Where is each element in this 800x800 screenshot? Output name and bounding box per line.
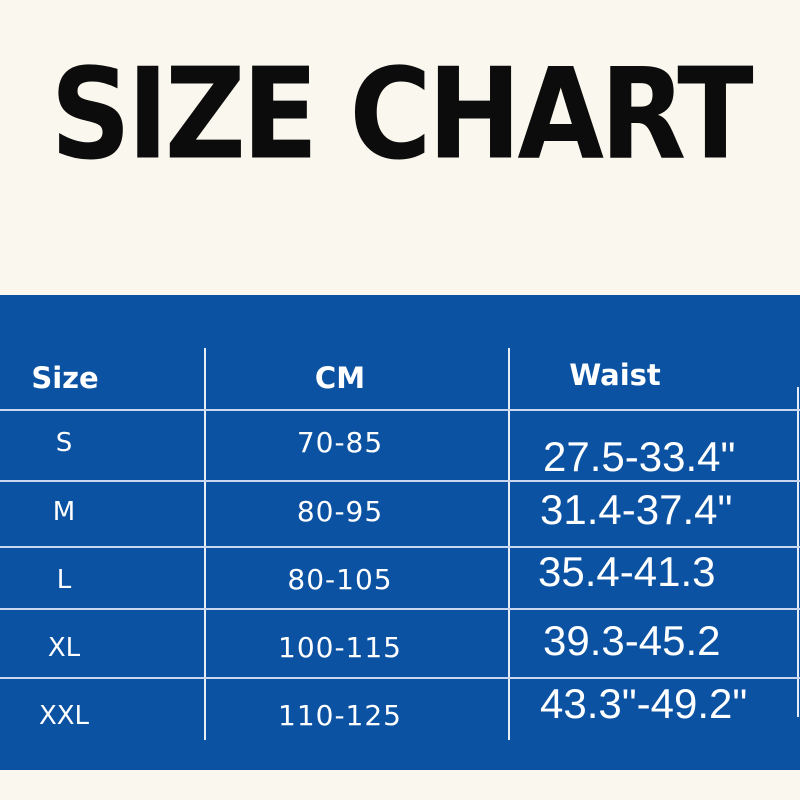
waist-cell: 43.3"-49.2" [540, 680, 748, 727]
waist-cell: 35.4-41.3 [538, 548, 716, 595]
waist-cell: 31.4-37.4" [540, 486, 733, 533]
column-divider [797, 387, 799, 717]
cm-cell: 100-115 [278, 631, 402, 664]
cm-cell: 70-85 [296, 426, 384, 459]
column-divider [508, 348, 510, 740]
size-cell: M [52, 497, 76, 527]
waist-cell: 39.3-45.2 [543, 617, 721, 664]
size-cell: L [56, 565, 72, 595]
column-divider [204, 348, 206, 740]
waist-cell: 27.5-33.4" [543, 433, 736, 480]
page-title: SIZE CHART [50, 41, 753, 188]
cm-cell: 110-125 [278, 699, 402, 732]
cm-cell: 80-105 [287, 563, 393, 596]
row-divider [0, 677, 800, 679]
size-cell: XXL [38, 701, 90, 731]
row-divider [0, 546, 800, 548]
row-divider [0, 480, 800, 482]
size-cell: S [55, 428, 73, 458]
row-divider [0, 608, 800, 610]
size-cell: XL [47, 633, 81, 663]
header-size: Size [31, 361, 99, 395]
row-divider [0, 409, 800, 411]
cm-cell: 80-95 [296, 495, 384, 528]
header-waist: Waist [569, 358, 661, 392]
size-table: Size CM Waist S 70-85 27.5-33.4" M 80-95… [0, 295, 800, 770]
header-cm: CM [314, 361, 366, 395]
